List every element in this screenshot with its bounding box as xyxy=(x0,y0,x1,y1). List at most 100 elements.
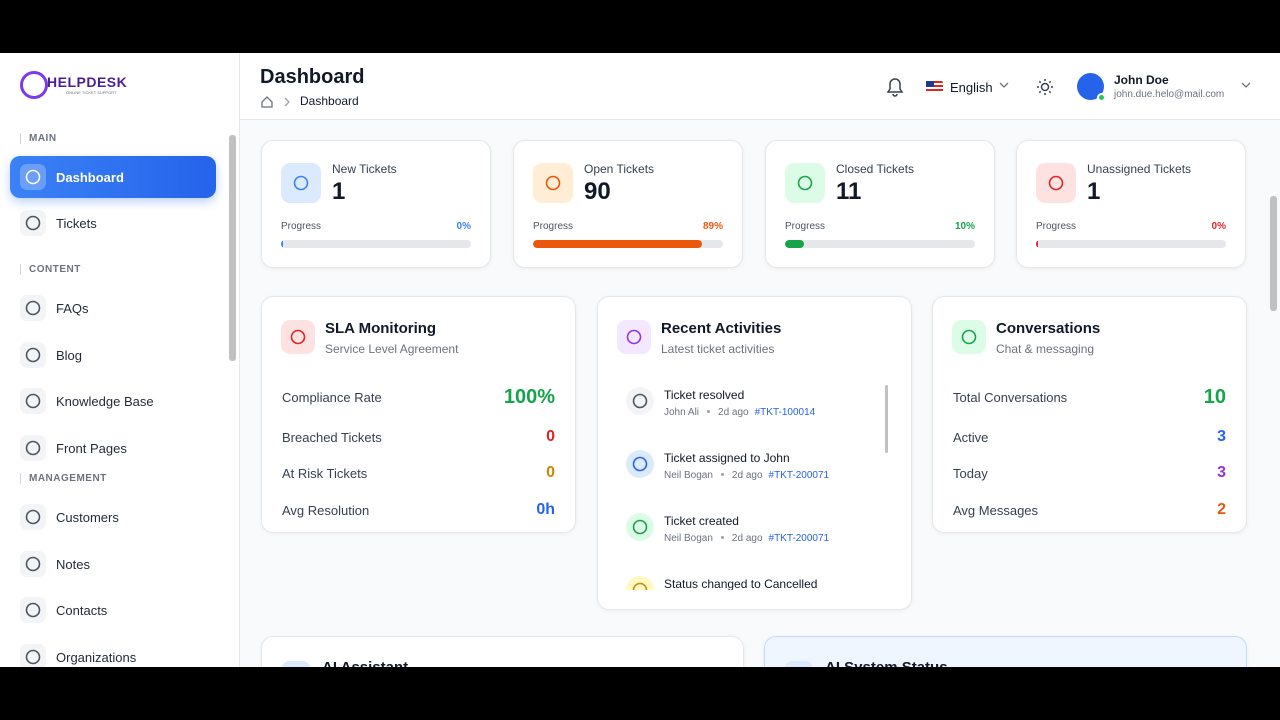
progress-bar xyxy=(1036,240,1038,248)
chevron xyxy=(999,82,1009,88)
bottom-card: AI System Status xyxy=(764,636,1247,667)
icon xyxy=(25,440,41,456)
activity-ticket[interactable]: #TKT-200071 xyxy=(768,533,830,544)
bottom-icon xyxy=(784,661,814,667)
activity-title: Status changed to Cancelled xyxy=(664,577,818,590)
nav-item[interactable]: FAQs xyxy=(10,287,216,329)
activity-user: Neil Bogan xyxy=(664,470,713,481)
activities-panel: Recent Activities Latest ticket activitie… xyxy=(597,296,912,610)
activity-list: Ticket resolved John Ali 2d ago #TKT-100014… xyxy=(618,377,878,590)
nav-label: Contacts xyxy=(56,602,108,618)
activity-user: John Ali xyxy=(664,407,700,418)
activity-scrollbar xyxy=(885,385,888,453)
panel-icon xyxy=(281,320,315,354)
dot xyxy=(720,473,724,476)
header: Dashboard Dashboard English John Doe joh… xyxy=(240,53,1280,120)
logo-name: HELPDESK xyxy=(47,74,128,90)
nav-icon xyxy=(20,504,46,530)
metric-value: 0h xyxy=(536,501,555,518)
metric-label: Today xyxy=(953,465,988,481)
metric-value: 3 xyxy=(1217,428,1226,445)
nav-item[interactable]: Notes xyxy=(10,543,216,585)
logo-tagline: ONLINE TICKET SUPPORT xyxy=(66,90,117,95)
icon xyxy=(25,602,41,618)
nav-item[interactable]: Dashboard xyxy=(10,156,216,198)
section-label: MANAGEMENT xyxy=(20,473,107,484)
icon xyxy=(290,329,306,345)
icon xyxy=(797,175,813,191)
panel-subtitle: Chat & messaging xyxy=(996,342,1095,356)
breadcrumb-sep xyxy=(284,97,290,107)
progress-text: 10% xyxy=(954,221,975,232)
nav-item[interactable]: Contacts xyxy=(10,589,216,631)
panel-subtitle: Service Level Agreement xyxy=(325,342,459,356)
icon xyxy=(25,347,41,363)
bottom-icon xyxy=(281,661,311,667)
home-icon[interactable] xyxy=(260,95,274,109)
dot xyxy=(707,410,711,413)
icon xyxy=(25,649,41,665)
icon xyxy=(961,329,977,345)
metric-label: At Risk Tickets xyxy=(282,465,368,481)
icon xyxy=(25,393,41,409)
scrollbar xyxy=(229,135,236,361)
icon xyxy=(25,300,41,316)
nav-label: FAQs xyxy=(56,300,89,316)
nav-item[interactable]: Customers xyxy=(10,496,216,538)
bottom-card: AI Assistant xyxy=(261,636,744,667)
nav-label: Tickets xyxy=(56,215,97,231)
progress-text: 89% xyxy=(702,221,723,232)
nav-label: Notes xyxy=(56,556,90,572)
nav-item[interactable]: Knowledge Base xyxy=(10,380,216,422)
activity-time: 2d ago xyxy=(731,533,763,544)
stat-value: 1 xyxy=(1087,178,1101,205)
avatar[interactable] xyxy=(1077,73,1106,102)
language[interactable]: English xyxy=(950,80,993,95)
activity-ticket[interactable]: #TKT-200071 xyxy=(768,470,830,481)
stat-icon xyxy=(281,163,321,203)
bell[interactable] xyxy=(884,75,906,99)
theme-toggle[interactable] xyxy=(1036,78,1054,96)
metric-value: 2 xyxy=(1217,501,1226,518)
metric-row: Today 3 xyxy=(953,464,1226,482)
user-name: John Doe xyxy=(1114,73,1169,87)
nav-item[interactable]: Front Pages xyxy=(10,427,216,469)
activity-time: 2d ago xyxy=(731,470,763,481)
stat-label: Unassigned Tickets xyxy=(1087,162,1192,176)
progress-track xyxy=(281,240,471,248)
metric-row: Compliance Rate 100% xyxy=(282,386,555,409)
nav-icon xyxy=(20,644,46,667)
nav-icon xyxy=(20,597,46,623)
nav-item[interactable]: Blog xyxy=(10,334,216,376)
panel-icon xyxy=(617,320,651,354)
metric-row: Breached Tickets 0 xyxy=(282,428,555,446)
nav-icon xyxy=(20,164,46,190)
nav-icon xyxy=(20,342,46,368)
panel-title: Recent Activities xyxy=(661,320,782,337)
stat-card: Open Tickets 90 Progress 89% xyxy=(513,140,743,268)
activity-meta: Neil Bogan 2d ago #TKT-200071 xyxy=(664,533,829,544)
progress-track xyxy=(785,240,975,248)
stat-label: New Tickets xyxy=(332,162,397,176)
icon xyxy=(632,456,648,472)
progress-text: 0% xyxy=(1211,221,1226,232)
panel-title: Conversations xyxy=(996,320,1101,337)
user-chevron[interactable] xyxy=(1240,81,1252,91)
progress-bar xyxy=(533,240,703,248)
panel-title: SLA Monitoring xyxy=(325,320,437,337)
activity-ticket[interactable]: #TKT-100014 xyxy=(754,407,816,418)
progress-track xyxy=(1036,240,1226,248)
nav-item[interactable]: Tickets xyxy=(10,202,216,244)
metric-value: 10 xyxy=(1203,386,1226,408)
breadcrumb[interactable]: Dashboard xyxy=(300,94,359,108)
icon xyxy=(25,509,41,525)
nav-item[interactable]: Organizations xyxy=(10,636,216,667)
nav-label: Organizations xyxy=(56,649,137,665)
metric-row: Total Conversations 10 xyxy=(953,386,1226,409)
icon xyxy=(293,175,309,191)
activity-title: Ticket created xyxy=(664,514,739,528)
stat-icon xyxy=(785,163,825,203)
metric-value: 3 xyxy=(1217,464,1226,481)
progress-label: Progress xyxy=(281,221,322,232)
bottom-title: AI Assistant xyxy=(322,659,408,667)
